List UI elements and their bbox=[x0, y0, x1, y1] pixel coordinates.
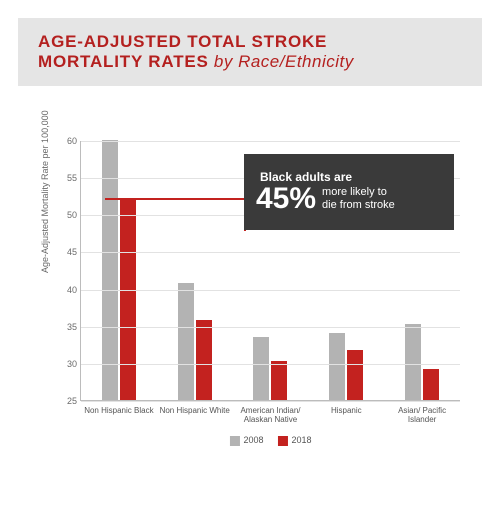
y-tick: 50 bbox=[59, 210, 77, 220]
legend-label: 2008 bbox=[243, 435, 263, 445]
gridline bbox=[81, 401, 460, 402]
callout-rest-2: die from stroke bbox=[322, 199, 395, 212]
legend: 2008 2018 bbox=[229, 435, 311, 446]
gridline bbox=[81, 290, 460, 291]
bar bbox=[423, 369, 439, 400]
legend-item: 2018 bbox=[278, 435, 312, 446]
gridline bbox=[81, 252, 460, 253]
bar bbox=[196, 320, 212, 400]
y-tick: 60 bbox=[59, 136, 77, 146]
bar bbox=[178, 283, 194, 400]
y-tick: 40 bbox=[59, 285, 77, 295]
x-label: Non Hispanic White bbox=[159, 406, 231, 415]
title-bar: AGE-ADJUSTED TOTAL STROKE MORTALITY RATE… bbox=[18, 18, 482, 86]
legend-label: 2018 bbox=[292, 435, 312, 445]
title-line-1: AGE-ADJUSTED TOTAL STROKE bbox=[38, 32, 462, 52]
bar bbox=[347, 350, 363, 401]
title-line-2: MORTALITY RATES by Race/Ethnicity bbox=[38, 52, 462, 72]
y-axis-label: Age-Adjusted Mortality Rate per 100,000 bbox=[40, 110, 50, 273]
callout-rest-1: more likely to bbox=[322, 186, 395, 199]
bar bbox=[329, 333, 345, 400]
callout-box: Black adults are 45% more likely to die … bbox=[244, 154, 454, 230]
bar bbox=[405, 324, 421, 401]
x-label: American Indian/ Alaskan Native bbox=[234, 406, 306, 424]
title-line-2-italic: by Race/Ethnicity bbox=[209, 52, 354, 71]
bar bbox=[253, 337, 269, 400]
bar bbox=[271, 361, 287, 400]
callout-rest: more likely to die from stroke bbox=[322, 186, 395, 211]
x-label: Hispanic bbox=[310, 406, 382, 415]
y-tick: 55 bbox=[59, 173, 77, 183]
callout-main: 45% more likely to die from stroke bbox=[256, 184, 442, 214]
y-tick: 25 bbox=[59, 396, 77, 406]
legend-swatch bbox=[229, 436, 239, 446]
gridline bbox=[81, 327, 460, 328]
x-label: Non Hispanic Black bbox=[83, 406, 155, 415]
gridline bbox=[81, 141, 460, 142]
x-label: Asian/ Pacific Islander bbox=[386, 406, 458, 424]
title-line-2-bold: MORTALITY RATES bbox=[38, 52, 209, 71]
y-tick: 45 bbox=[59, 247, 77, 257]
gridline bbox=[81, 364, 460, 365]
bar-group: Non Hispanic White bbox=[157, 141, 233, 400]
y-tick: 30 bbox=[59, 359, 77, 369]
legend-swatch bbox=[278, 436, 288, 446]
annotation-horizontal-line bbox=[105, 198, 244, 200]
callout-percent: 45% bbox=[256, 184, 316, 214]
y-tick: 35 bbox=[59, 322, 77, 332]
legend-item: 2008 bbox=[229, 435, 263, 446]
bar-group: Non Hispanic Black bbox=[81, 141, 157, 400]
bar bbox=[120, 198, 136, 400]
